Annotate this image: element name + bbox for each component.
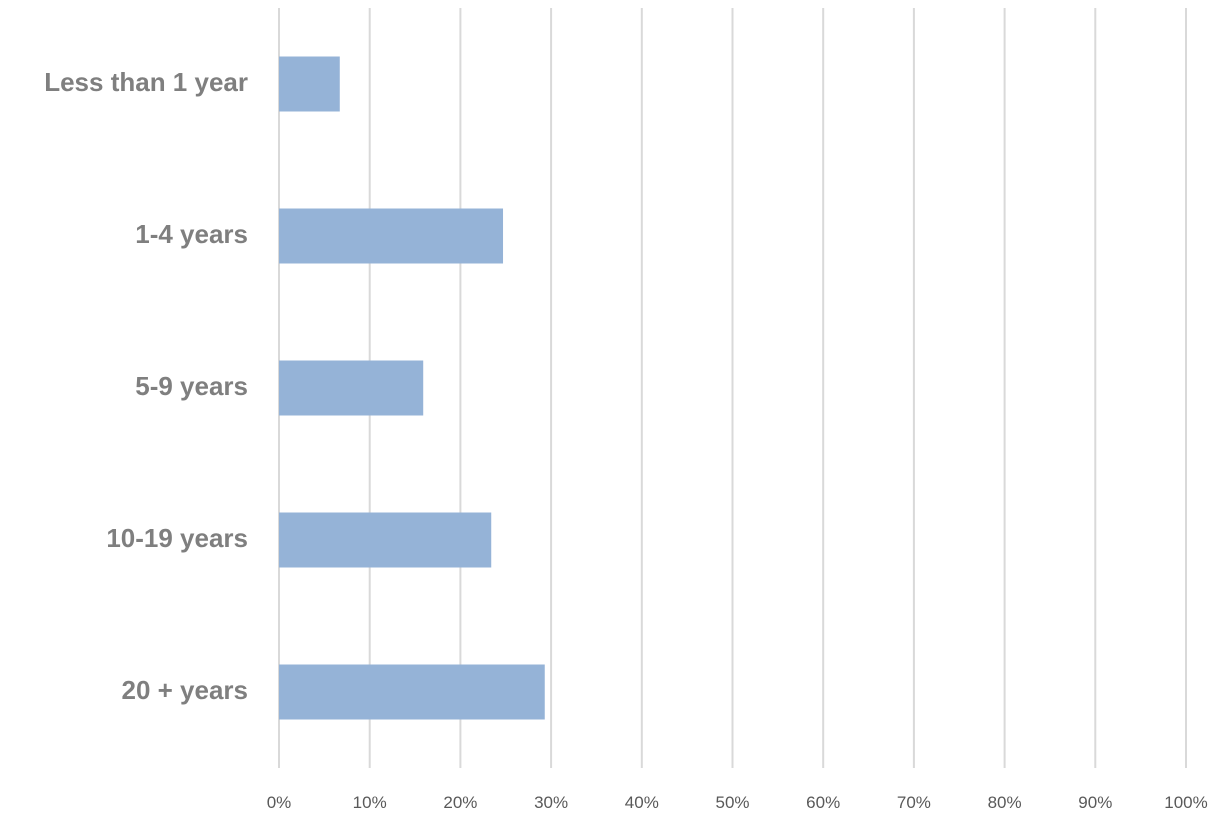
category-label: 1-4 years <box>135 219 248 249</box>
x-tick-label: 30% <box>534 793 568 812</box>
category-labels: Less than 1 year 1-4 years 5-9 years 10-19 … <box>44 67 248 705</box>
bar <box>279 208 504 264</box>
bars <box>279 56 545 720</box>
gridlines <box>278 8 1187 768</box>
category-label: 5-9 years <box>135 371 248 401</box>
category-label: 20 + years <box>121 675 248 705</box>
x-tick-label: 60% <box>806 793 840 812</box>
bar <box>279 512 492 568</box>
x-tick-label: 100% <box>1164 793 1207 812</box>
bar <box>279 360 424 416</box>
bar <box>279 664 545 720</box>
x-tick-label: 80% <box>988 793 1022 812</box>
category-label: Less than 1 year <box>44 67 248 97</box>
x-tick-label: 90% <box>1078 793 1112 812</box>
x-tick-label: 0% <box>267 793 292 812</box>
x-tick-label: 40% <box>625 793 659 812</box>
x-tick-label: 70% <box>897 793 931 812</box>
x-tick-label: 20% <box>443 793 477 812</box>
category-label: 10-19 years <box>106 523 248 553</box>
bar <box>279 56 340 112</box>
x-tick-label: 50% <box>715 793 749 812</box>
x-tick-label: 10% <box>353 793 387 812</box>
x-axis-tick-labels: 0% 10% 20% 30% 40% 50% 60% 70% 80% 90% 100% <box>267 793 1208 812</box>
